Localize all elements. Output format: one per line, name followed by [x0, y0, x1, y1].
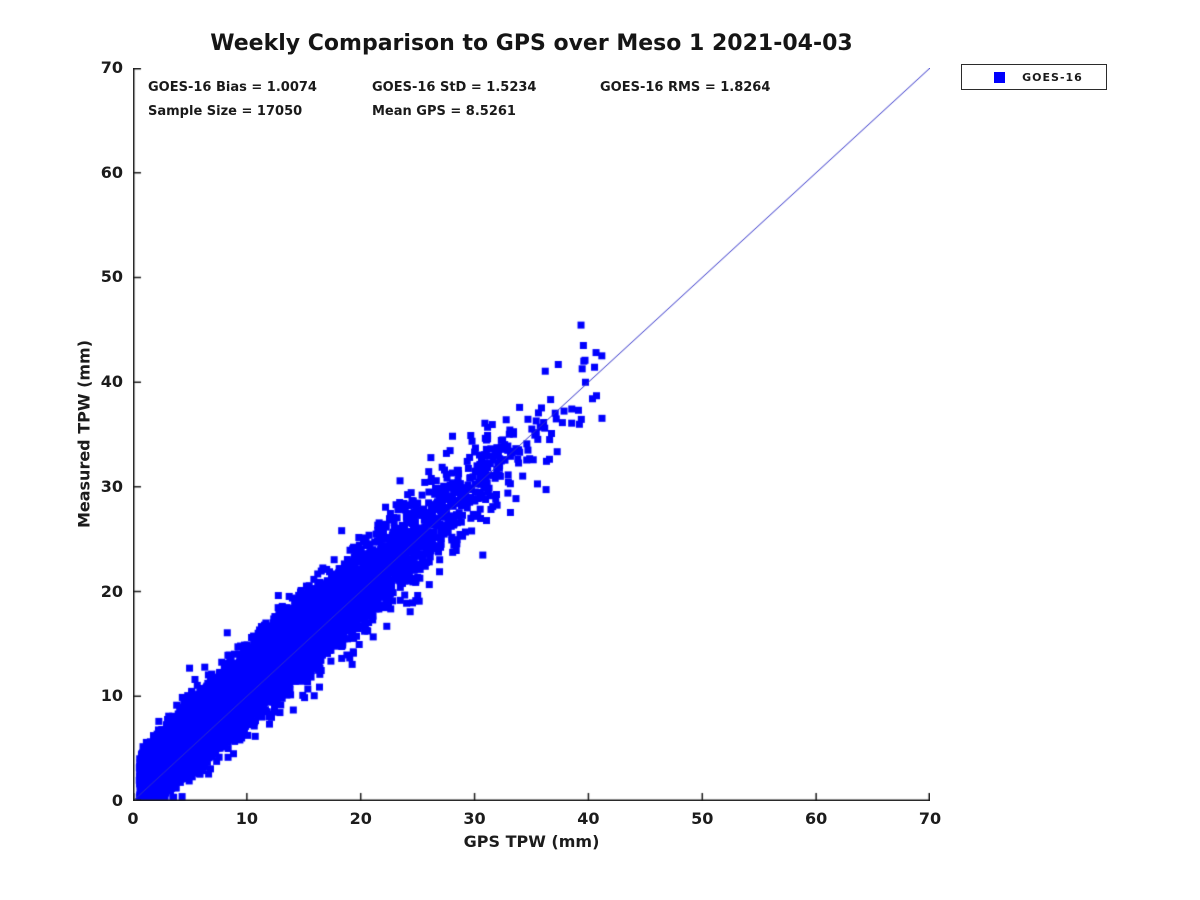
x-tick-label: 0 [127, 809, 139, 828]
x-tick-label: 70 [918, 809, 942, 828]
x-tick-label: 40 [577, 809, 600, 828]
plot-area [133, 68, 930, 801]
y-tick-label: 40 [100, 372, 123, 392]
x-tick-label: 30 [463, 809, 486, 828]
y-tick-label: 0 [111, 791, 123, 810]
y-tick-label: 60 [100, 162, 123, 182]
chart-title: Weekly Comparison to GPS over Meso 1 202… [210, 31, 853, 56]
x-tick-label: 50 [691, 809, 714, 828]
y-tick-label: 50 [100, 267, 123, 287]
legend-marker-square-icon [994, 71, 1005, 83]
x-tick-label: 20 [349, 809, 372, 828]
x-tick-label: 10 [235, 809, 258, 828]
x-tick-label: 60 [805, 809, 828, 828]
legend-series-label: GOES-16 [1022, 70, 1083, 84]
y-axis-label: Measured TPW (mm) [74, 339, 94, 529]
x-axis-label: GPS TPW (mm) [463, 832, 600, 851]
y-tick-label: 20 [100, 581, 123, 601]
y-tick-label: 70 [100, 58, 123, 77]
legend: GOES-16 [961, 64, 1107, 90]
y-tick-label: 10 [100, 686, 123, 706]
y-tick-label: 30 [100, 476, 123, 496]
